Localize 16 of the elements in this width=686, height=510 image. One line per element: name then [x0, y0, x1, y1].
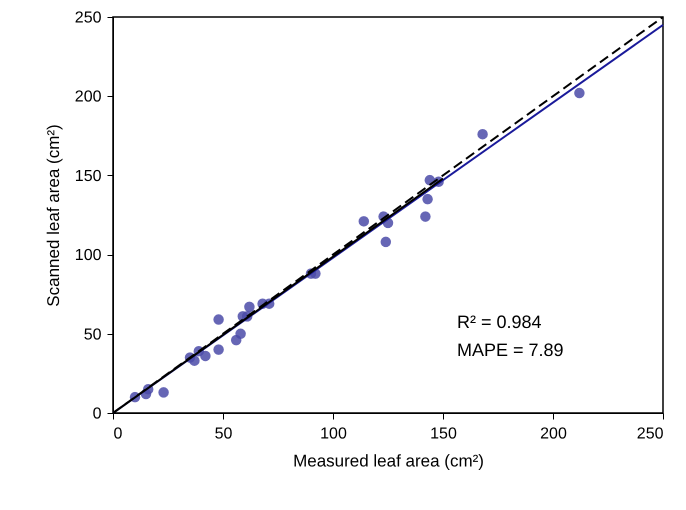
y-tick-label: 250: [74, 10, 102, 26]
y-tick-label: 50: [84, 326, 102, 344]
x-axis-title: Measured leaf area (cm²): [293, 452, 484, 470]
y-tick-label: 100: [74, 247, 102, 264]
y-tick-label: 200: [74, 88, 102, 106]
x-tick-label: 200: [540, 426, 567, 442]
annotation: MAPE = 7.89: [457, 340, 564, 360]
annotation: R² = 0.984: [457, 312, 542, 332]
x-tick-label: 50: [214, 426, 232, 442]
y-tick-label: 0: [92, 406, 102, 422]
y-tick-label: 150: [74, 168, 102, 185]
x-tick-label: 0: [114, 426, 122, 442]
x-tick-label: 100: [320, 426, 347, 442]
y-axis-title: Scanned leaf area (cm²): [44, 124, 63, 307]
x-tick-label: 250: [636, 426, 664, 442]
x-tick-label: 150: [430, 426, 457, 442]
